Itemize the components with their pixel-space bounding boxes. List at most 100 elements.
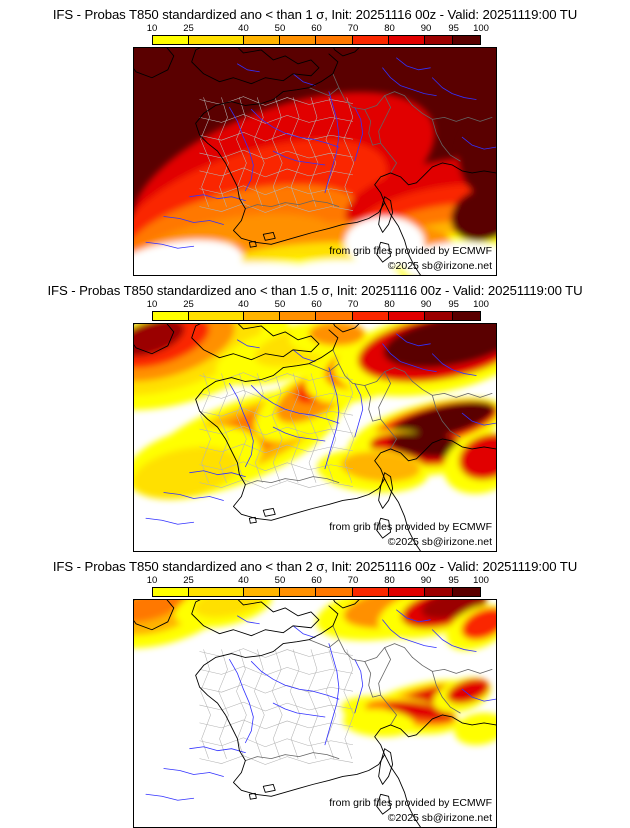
coastlines-path (384, 754, 421, 827)
admin-boundaries-path (254, 649, 265, 759)
colorbar-tick-70: 70 (347, 575, 359, 586)
colorbar-tick-100: 100 (473, 299, 489, 310)
rivers-path (237, 63, 260, 73)
admin-boundaries-path (199, 131, 354, 142)
map-canvas-1sigma[interactable]: from grib files provided by ECMWF ©2025 … (133, 47, 497, 276)
rivers-path (324, 643, 340, 746)
copyright-credit: ©2025 sb@irizone.net (387, 260, 492, 272)
colorbar-tick-40: 40 (238, 299, 249, 310)
coastlines-path (333, 324, 360, 333)
admin-boundaries-path (199, 203, 354, 213)
colorbar-segment-90 (425, 36, 453, 44)
colorbar-segment-10 (153, 588, 190, 596)
country-borders-path (378, 95, 397, 174)
coastlines-path (195, 329, 496, 521)
colorbar-segment-40 (243, 36, 281, 44)
colorbar-tick-60: 60 (311, 23, 322, 34)
colorbar-segment-95 (452, 588, 480, 596)
admin-boundaries-path (199, 425, 354, 436)
admin-boundaries (199, 372, 355, 489)
panel-header: IFS - Probas T850 standardized ano < tha… (0, 0, 630, 47)
rivers-path (292, 349, 316, 363)
colorbar-tick-90: 90 (420, 575, 432, 586)
admin-boundaries (199, 648, 355, 765)
colorbar-gradient (152, 587, 481, 597)
probability-contour (383, 324, 496, 369)
coastlines-path (262, 231, 276, 241)
rivers-path (229, 659, 254, 744)
admin-boundaries-path (271, 373, 283, 483)
rivers-path (461, 136, 496, 150)
coastlines-path (384, 202, 421, 275)
colorbar-tick-70: 70 (347, 299, 359, 310)
rivers-path (237, 339, 260, 349)
rivers-path (189, 746, 246, 754)
admin-boundaries-path (199, 666, 354, 676)
colorbar-segment-80 (389, 588, 426, 596)
coastlines-path (378, 196, 394, 233)
admin-boundaries-path (325, 373, 337, 483)
colorbar-tick-10: 10 (146, 299, 158, 310)
admin-boundaries-path (218, 97, 229, 207)
colorbar-segment-25 (189, 588, 244, 596)
admin-boundaries-path (199, 390, 354, 400)
coastlines (134, 324, 496, 551)
colorbar-legend: 10 25 40 50 60 70 80 90 95 100 (147, 23, 489, 45)
coastlines-path (191, 600, 320, 637)
coastlines-path (191, 48, 320, 85)
rivers-path (431, 77, 477, 100)
admin-boundaries-path (271, 97, 283, 207)
rivers-path (431, 629, 477, 652)
colorbar-tick-40: 40 (238, 575, 249, 586)
colorbar-tick-60: 60 (311, 575, 322, 586)
admin-boundaries-path (289, 97, 301, 207)
colorbar-tick-10: 10 (146, 23, 158, 34)
rivers-path (396, 57, 431, 71)
colorbar-segment-80 (389, 36, 426, 44)
country-borders (244, 625, 493, 761)
coastlines-path (134, 324, 175, 355)
admin-boundaries-path (200, 97, 211, 207)
colorbar-tick-70: 70 (347, 23, 359, 34)
colorbar-tick-40: 40 (238, 23, 249, 34)
coastlines-path (248, 240, 257, 248)
map-canvas-1p5sigma[interactable]: from grib files provided by ECMWF ©2025 … (133, 323, 497, 552)
probability-contour (134, 324, 185, 357)
panel-header: IFS - Probas T850 standardized ano < tha… (0, 276, 630, 323)
coastlines-path (191, 324, 320, 361)
probability-contour (447, 678, 490, 704)
country-borders (244, 349, 493, 485)
admin-boundaries-path (199, 185, 354, 195)
colorbar-tick-25: 25 (183, 299, 194, 310)
rivers-path (250, 661, 340, 700)
rivers-path (354, 107, 364, 162)
coastlines (134, 600, 496, 827)
map-canvas-2sigma[interactable]: from grib files provided by ECMWF ©2025 … (133, 599, 497, 828)
rivers-path (145, 793, 195, 801)
country-borders-path (412, 381, 493, 398)
admin-boundaries-path (200, 373, 211, 483)
page-title: IFS - Probas T850 standardized ano < tha… (52, 559, 578, 574)
rivers-path (189, 194, 246, 202)
country-borders-path (412, 657, 493, 674)
probability-contour (134, 600, 185, 623)
colorbar-segment-70 (352, 36, 390, 44)
probability-contour (461, 607, 496, 640)
colorbar-segment-40 (243, 312, 281, 320)
country-borders-path (244, 476, 340, 485)
colorbar-gradient (152, 311, 481, 321)
coastlines-path (248, 792, 257, 800)
admin-boundaries-path (199, 683, 354, 694)
country-borders-path (412, 105, 493, 122)
probability-contours (134, 600, 496, 746)
rivers-path (229, 107, 254, 192)
admin-boundaries-path (325, 649, 337, 759)
admin-boundaries-path (218, 373, 229, 483)
probability-contour (344, 216, 425, 269)
map-svg (134, 324, 496, 551)
rivers-path (163, 216, 224, 225)
colorbar-gradient (152, 35, 481, 45)
country-borders-path (364, 385, 382, 422)
country-borders-path (431, 394, 461, 438)
rivers-path (396, 609, 431, 623)
